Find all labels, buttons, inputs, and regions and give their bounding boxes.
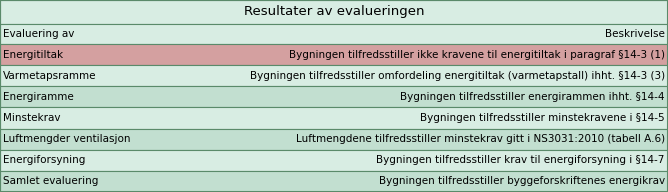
Text: Energiramme: Energiramme [3,92,74,102]
Bar [0,24,668,44]
Bar [0,86,668,108]
Text: Bygningen tilfredsstiller omfordeling energitiltak (varmetapstall) ihht. §14-3 (: Bygningen tilfredsstiller omfordeling en… [250,71,665,81]
Text: Luftmengdene tilfredsstiller minstekrav gitt i NS3031:2010 (tabell A.6): Luftmengdene tilfredsstiller minstekrav … [295,134,665,144]
Text: Energitiltak: Energitiltak [3,50,63,60]
Bar [0,65,668,86]
Bar [0,171,668,192]
Text: Bygningen tilfredsstiller krav til energiforsyning i §14-7: Bygningen tilfredsstiller krav til energ… [376,155,665,165]
Text: Varmetapsramme: Varmetapsramme [3,71,97,81]
Text: Bygningen tilfredsstiller byggeforskriftenes energikrav: Bygningen tilfredsstiller byggeforskrift… [379,176,665,186]
Bar [0,44,668,65]
Bar [0,0,668,24]
Bar [0,129,668,150]
Text: Bygningen tilfredsstiller minstekravene i §14-5: Bygningen tilfredsstiller minstekravene … [420,113,665,123]
Bar [0,108,668,129]
Text: Energiforsyning: Energiforsyning [3,155,86,165]
Text: Luftmengder ventilasjon: Luftmengder ventilasjon [3,134,131,144]
Text: Evaluering av: Evaluering av [3,29,75,39]
Bar [0,150,668,171]
Text: Minstekrav: Minstekrav [3,113,61,123]
Text: Samlet evaluering: Samlet evaluering [3,176,99,186]
Text: Bygningen tilfredsstiller ikke kravene til energitiltak i paragraf §14-3 (1): Bygningen tilfredsstiller ikke kravene t… [289,50,665,60]
Text: Bygningen tilfredsstiller energirammen ihht. §14-4: Bygningen tilfredsstiller energirammen i… [400,92,665,102]
Text: Resultater av evalueringen: Resultater av evalueringen [244,6,424,18]
Text: Beskrivelse: Beskrivelse [605,29,665,39]
